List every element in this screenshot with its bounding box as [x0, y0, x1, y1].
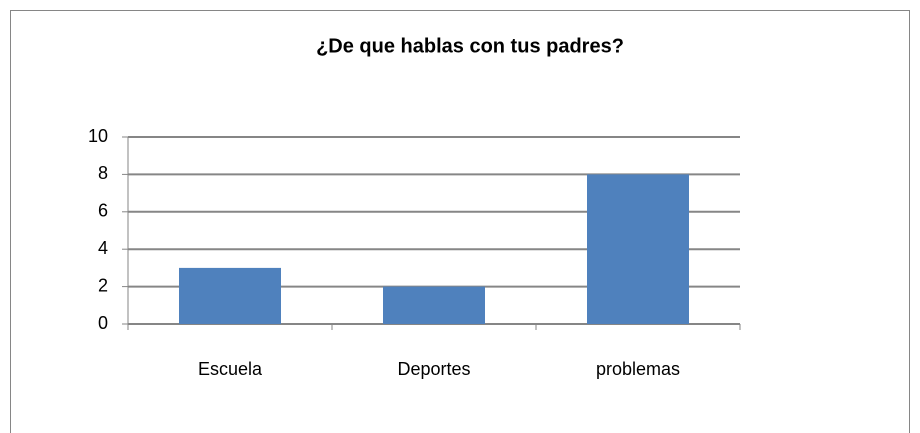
y-tick-label: 6: [98, 201, 108, 221]
bar: [587, 174, 689, 324]
chart-border: [10, 10, 910, 433]
y-tick-label: 8: [98, 163, 108, 183]
x-tick-label: Escuela: [198, 359, 263, 379]
bar: [179, 267, 281, 324]
chart-title: ¿De que hablas con tus padres?: [316, 35, 624, 57]
y-tick-label: 2: [98, 275, 108, 295]
x-tick-label: problemas: [596, 359, 680, 379]
y-tick-label: 4: [98, 238, 108, 258]
bar: [383, 286, 485, 324]
y-tick-label: 0: [98, 313, 108, 333]
y-tick-label: 10: [88, 126, 108, 146]
x-tick-label: Deportes: [397, 359, 470, 379]
